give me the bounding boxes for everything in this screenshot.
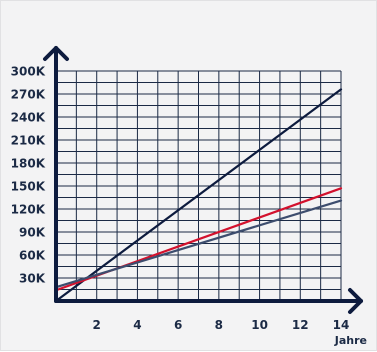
grid: [56, 70, 342, 301]
x-tick-label: 2: [93, 318, 101, 332]
axes: [43, 46, 363, 314]
y-tick-label: 60K: [19, 249, 46, 263]
y-tick-label: 300K: [11, 65, 46, 79]
x-tick-label: 10: [251, 318, 268, 332]
y-tick-label: 120K: [11, 203, 46, 217]
y-tick-label: 210K: [11, 134, 46, 148]
y-tick-label: 30K: [19, 272, 46, 286]
series-line-1: [54, 88, 343, 303]
x-tick-label: 14: [333, 318, 350, 332]
y-tick-label: 240K: [11, 111, 46, 125]
x-axis-arrow: [348, 288, 363, 314]
x-tick-label: 6: [174, 318, 182, 332]
tick-labels: 30K 60K 90K 120K 150K 180K 210K 240K 270K 300K 2 4 6…: [11, 65, 350, 333]
y-tick-label: 150K: [11, 180, 46, 194]
y-tick-label: 180K: [11, 157, 46, 171]
y-axis-arrow: [43, 46, 69, 61]
series-line-3: [54, 199, 343, 289]
x-tick-label: 4: [133, 318, 141, 332]
x-tick-label: 12: [292, 318, 309, 332]
y-tick-label: 90K: [19, 226, 46, 240]
x-axis-title: Jahre: [334, 334, 367, 347]
x-tick-label: 8: [215, 318, 223, 332]
series-group: [54, 88, 343, 303]
y-tick-label: 270K: [11, 88, 46, 102]
